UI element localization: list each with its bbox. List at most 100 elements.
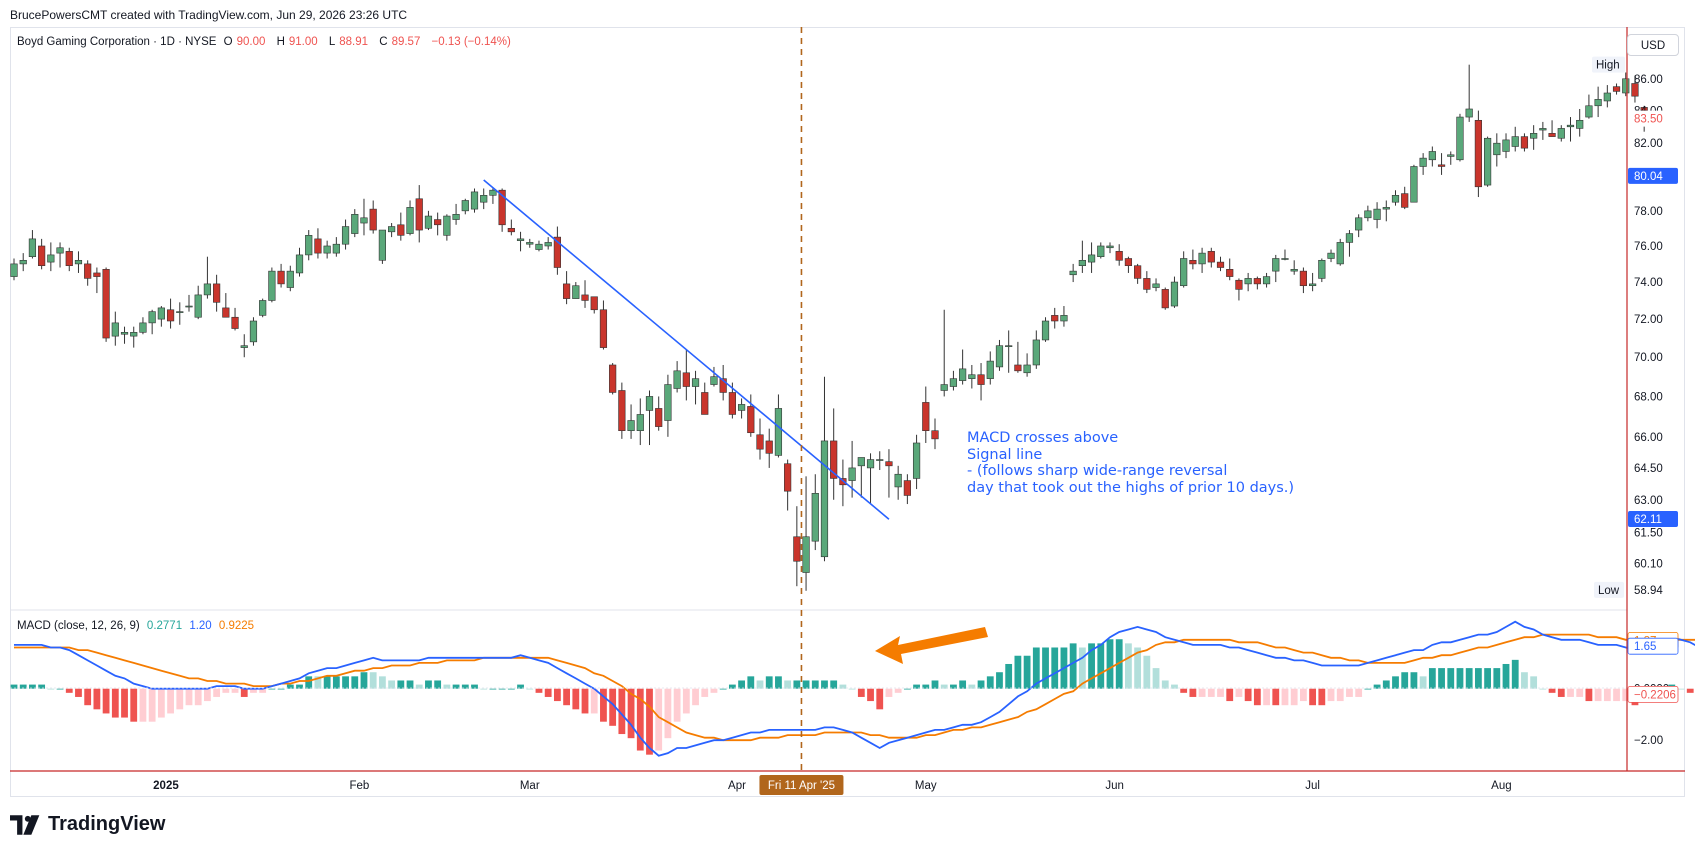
macd-hist-bar (1521, 672, 1528, 689)
candle-body (1576, 119, 1584, 129)
low-tag: Low (1598, 585, 1620, 597)
candle-body (498, 189, 506, 226)
price-tick-label: 74.00 (1634, 277, 1663, 289)
macd-value-tag-bg (1627, 637, 1679, 655)
macd-hist-bar (728, 684, 736, 689)
candle (820, 376, 829, 562)
candle-body (1143, 278, 1151, 290)
candle (747, 394, 755, 437)
candle-body (1161, 289, 1169, 309)
candle-body (1005, 345, 1013, 347)
macd-hist-bar (489, 688, 497, 690)
candle-body (747, 406, 755, 434)
candle-body (774, 408, 783, 456)
candle (176, 302, 184, 325)
macd-value-tag: 1.65 (1627, 637, 1679, 655)
macd-hist-bar (1355, 688, 1363, 697)
high-tag-bg (1592, 56, 1625, 73)
candle (111, 311, 119, 346)
hline-price-tag-upper-text: 80.04 (1634, 171, 1663, 183)
candle (1198, 247, 1206, 273)
candle-body (1428, 151, 1436, 161)
candle (710, 366, 718, 387)
macd-hist-bar (369, 672, 377, 689)
candle (1345, 230, 1354, 257)
macd-hist-bar (1023, 655, 1031, 689)
candle (231, 307, 239, 331)
candle (1281, 249, 1289, 261)
candle-body (1631, 83, 1639, 97)
tradingview-wordmark: TradingView (48, 813, 166, 835)
candle-body (719, 378, 727, 393)
macd-title: MACD (close, 12, 26, 9) (17, 620, 140, 632)
candle (461, 198, 469, 215)
candle-body (1235, 279, 1243, 290)
hline-price-tag-upper-bg (1628, 167, 1678, 184)
candle (1612, 83, 1621, 95)
candle (213, 274, 221, 312)
currency-button[interactable]: USD (1627, 34, 1679, 56)
candle (139, 317, 147, 335)
candle-body (645, 396, 654, 411)
macd-hist-bar (572, 688, 580, 710)
candle-body (1410, 166, 1418, 203)
last-price-tag: 83.50 (1628, 110, 1678, 127)
tradingview-logo[interactable]: TradingView (10, 813, 165, 836)
high-tag: High (1596, 60, 1620, 72)
candle (1373, 202, 1381, 229)
symbol-title: Boyd Gaming Corporation · 1D · NYSE (17, 36, 217, 48)
candle (1465, 64, 1473, 122)
candle (102, 267, 110, 342)
candle-body (139, 322, 147, 333)
candle-body (1124, 258, 1133, 267)
candle-body (314, 238, 322, 254)
candle-body (1594, 99, 1602, 107)
candle (1364, 205, 1372, 222)
candle-body (452, 214, 460, 220)
macd-hist-bar (1106, 639, 1114, 689)
candle-body (535, 243, 543, 250)
candle (535, 240, 543, 252)
candle-body (1299, 270, 1307, 287)
candle (1576, 108, 1584, 137)
candle (1161, 287, 1169, 310)
candle-body (857, 457, 865, 467)
candle (1060, 306, 1068, 327)
macd-hist-bar (1493, 668, 1501, 689)
macd-hist-bar (1318, 688, 1326, 706)
candle-body (1198, 252, 1206, 265)
candle (434, 212, 442, 236)
candle (388, 223, 396, 238)
candle (959, 349, 967, 385)
candle-body (526, 242, 534, 245)
macd-hist-bar (867, 688, 874, 702)
candle-body (74, 259, 83, 265)
candle-body (1557, 128, 1565, 139)
candle (1447, 151, 1455, 165)
macd-hist-bar (1548, 688, 1556, 693)
macd-hist-bar (93, 688, 101, 710)
candle-body (397, 224, 405, 236)
candle-body (1134, 265, 1142, 279)
candle (1631, 75, 1639, 103)
macd-histogram (10, 639, 1694, 755)
macd-hist-bar (535, 688, 543, 693)
macd-hist-bar (1336, 688, 1344, 702)
macd-hist-bar (1438, 668, 1445, 689)
candle (194, 285, 202, 320)
macd-hist-bar (1152, 668, 1160, 689)
candle-body (922, 402, 930, 431)
candle-body (830, 440, 838, 479)
candle (1401, 186, 1409, 210)
macd-hist-bar (1161, 680, 1169, 689)
price-tick-label: 78.00 (1634, 206, 1663, 218)
candle-body (977, 374, 985, 385)
candle (93, 267, 101, 294)
macd-hist-bar (231, 688, 239, 693)
macd-hist-bar (1622, 688, 1630, 702)
candle-body (1189, 259, 1197, 265)
macd-hist-bar (452, 684, 460, 689)
candle-body (572, 285, 580, 299)
candle-body (406, 207, 414, 234)
